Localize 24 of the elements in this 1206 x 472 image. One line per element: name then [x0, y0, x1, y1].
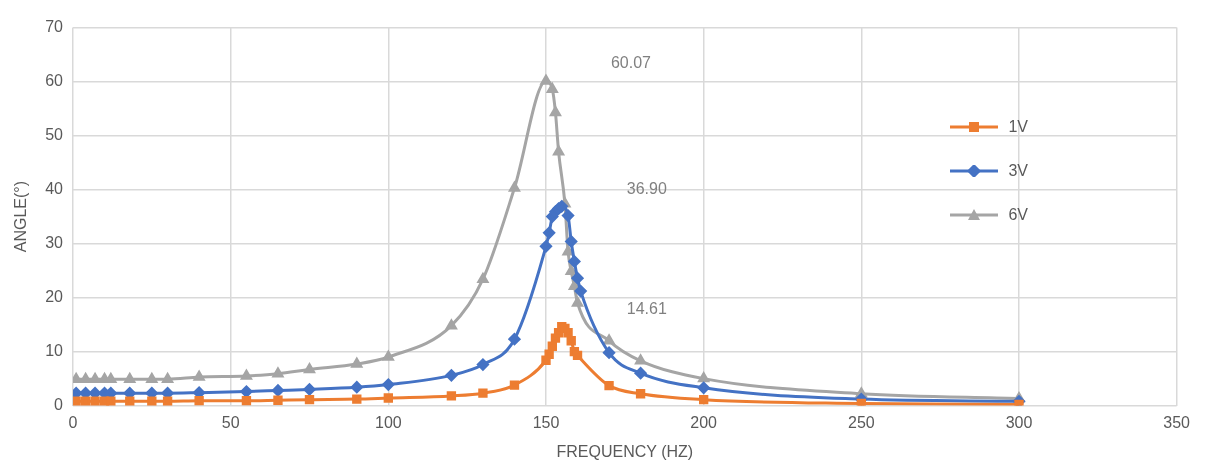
y-tick-label: 10 [45, 342, 64, 360]
y-axis-title: ANGLE(°) [12, 180, 30, 253]
x-tick-label: 300 [1005, 413, 1033, 431]
x-tick-label: 200 [690, 413, 718, 431]
legend-label: 3V [1008, 162, 1028, 180]
y-tick-label: 70 [45, 18, 64, 36]
x-tick-label: 250 [847, 413, 875, 431]
y-tick-label: 50 [45, 126, 64, 144]
annotation: 60.07 [610, 54, 652, 72]
legend-label: 1V [1008, 118, 1028, 136]
x-tick-label: 100 [374, 413, 402, 431]
y-tick-label: 40 [45, 180, 64, 198]
y-tick-label: 20 [45, 288, 64, 306]
y-tick-label: 0 [54, 396, 64, 414]
x-tick-label: 50 [221, 413, 240, 431]
y-tick-label: 60 [45, 72, 64, 90]
x-tick-label: 150 [532, 413, 560, 431]
x-axis-title: FREQUENCY (HZ) [556, 442, 694, 460]
x-tick-label: 0 [68, 413, 78, 431]
x-tick-label: 350 [1163, 413, 1191, 431]
y-tick-label: 30 [45, 234, 64, 252]
legend-label: 6V [1008, 206, 1028, 224]
annotation: 36.90 [626, 179, 667, 197]
annotation: 14.61 [626, 300, 667, 318]
